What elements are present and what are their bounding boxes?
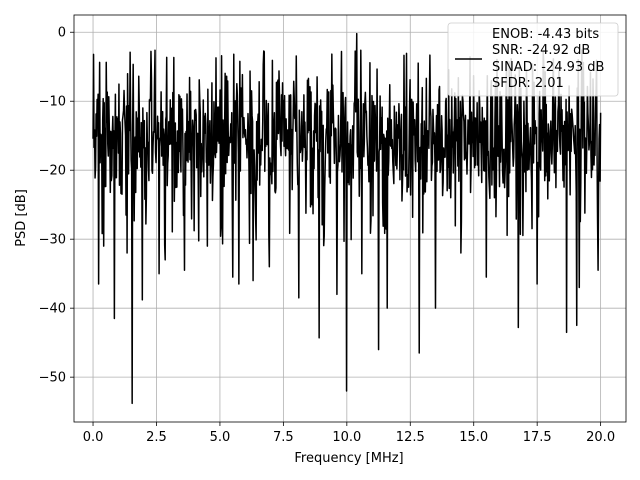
legend-line-enob: ENOB: -4.43 bits xyxy=(492,27,599,42)
legend: ENOB: -4.43 bits SNR: -24.92 dB SINAD: -… xyxy=(447,22,619,97)
legend-box xyxy=(447,22,619,97)
x-tick-label: 7.5 xyxy=(273,430,294,445)
series-layer xyxy=(92,32,602,405)
y-tick-label: −50 xyxy=(39,371,66,386)
legend-line-sfdr: SFDR: 2.01 xyxy=(492,76,564,91)
y-tick-label: −30 xyxy=(39,233,66,248)
y-axis-ticks: 0 −10 −20 −30 −40 −50 xyxy=(39,26,74,386)
legend-line-sinad: SINAD: -24.93 dB xyxy=(492,60,604,75)
legend-line-snr: SNR: -24.92 dB xyxy=(492,43,590,58)
x-tick-label: 15.0 xyxy=(459,430,488,445)
plot-frame xyxy=(73,14,627,423)
x-tick-label: 10.0 xyxy=(332,430,361,445)
x-tick-label: 12.5 xyxy=(396,430,425,445)
y-tick-label: −40 xyxy=(39,302,66,317)
x-axis-title: Frequency [MHz] xyxy=(294,451,403,466)
x-tick-label: 17.5 xyxy=(523,430,552,445)
y-tick-label: −10 xyxy=(39,95,66,110)
x-tick-label: 0.0 xyxy=(83,430,104,445)
x-tick-label: 20.0 xyxy=(586,430,615,445)
x-tick-label: 5.0 xyxy=(210,430,231,445)
x-axis-ticks: 0.0 2.5 5.0 7.5 10.0 12.5 15.0 17.5 20.0 xyxy=(83,422,615,445)
psd-series-line xyxy=(92,32,602,405)
y-tick-label: 0 xyxy=(58,26,66,41)
y-axis-title: PSD [dB] xyxy=(14,189,29,247)
x-tick-label: 2.5 xyxy=(146,430,167,445)
y-tick-label: −20 xyxy=(39,164,66,179)
